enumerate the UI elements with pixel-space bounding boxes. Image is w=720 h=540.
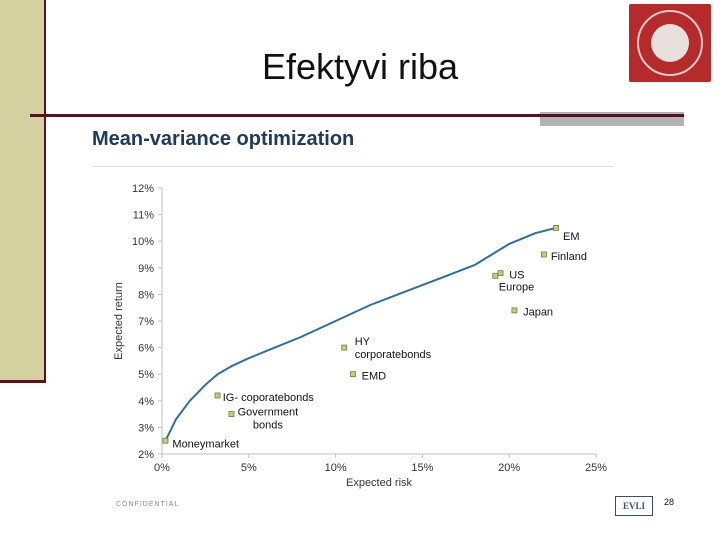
chart-title-divider bbox=[92, 166, 614, 167]
asset-point bbox=[497, 270, 504, 277]
confidential-note: CONFIDENTIAL bbox=[116, 501, 180, 508]
title-underline bbox=[30, 114, 540, 117]
point-label: US bbox=[509, 269, 524, 281]
x-tick-label: 15% bbox=[411, 462, 433, 474]
efficient-frontier-line bbox=[164, 226, 557, 442]
point-label: Japan bbox=[523, 307, 553, 319]
point-label: corporatebonds bbox=[355, 349, 432, 361]
y-tick-label: 11% bbox=[133, 210, 154, 222]
mean-variance-chart: 2% 3% 4% 5% 6% 7% 8% 9% 10% 11% 12% 0% 5% 10% 15% 20% 25… bbox=[113, 183, 607, 489]
asset-point bbox=[228, 411, 235, 418]
point-label: HY bbox=[355, 336, 371, 348]
y-tick-label: 2% bbox=[138, 449, 154, 461]
left-accent-bar bbox=[0, 0, 46, 383]
point-label: IG- coporatebonds bbox=[223, 392, 315, 404]
y-tick-label: 3% bbox=[138, 422, 154, 434]
point-label: EMD bbox=[362, 371, 387, 383]
title-underline-accent bbox=[540, 112, 684, 126]
slide-title: Efektyvi riba bbox=[261, 46, 459, 87]
y-tick-label: 4% bbox=[138, 396, 154, 408]
asset-point bbox=[492, 272, 499, 279]
chart-title: Mean-variance optimization bbox=[92, 128, 355, 150]
y-tick-label: 9% bbox=[138, 263, 154, 275]
asset-point bbox=[350, 371, 356, 378]
x-tick-label: 10% bbox=[325, 462, 347, 474]
y-tick-label: 5% bbox=[138, 369, 154, 381]
point-label: Government bbox=[238, 406, 299, 418]
asset-point bbox=[214, 392, 221, 399]
evli-logo: EVLI bbox=[615, 496, 653, 516]
point-label: EM bbox=[563, 231, 580, 243]
x-tick-label: 5% bbox=[241, 462, 257, 474]
x-tick-label: 25% bbox=[585, 462, 607, 474]
asset-point bbox=[162, 437, 169, 444]
y-tick-label: 6% bbox=[138, 343, 154, 355]
x-tick-label: 0% bbox=[154, 462, 170, 474]
y-tick-label: 8% bbox=[138, 289, 154, 301]
point-label: Europe bbox=[499, 281, 534, 293]
point-label: Moneymarket bbox=[172, 438, 239, 450]
x-axis-title: Expected risk bbox=[346, 477, 413, 489]
x-tick-label: 20% bbox=[498, 462, 520, 474]
y-axis-title: Expected return bbox=[113, 282, 125, 360]
seal-emblem bbox=[651, 24, 689, 62]
page-number: 28 bbox=[664, 497, 675, 507]
y-tick-label: 12% bbox=[132, 183, 154, 195]
y-tick-label: 10% bbox=[132, 236, 154, 248]
point-label: bonds bbox=[253, 419, 283, 431]
asset-point bbox=[541, 251, 547, 258]
asset-point bbox=[341, 344, 348, 351]
y-tick-label: 7% bbox=[138, 316, 154, 328]
asset-point bbox=[511, 307, 518, 314]
university-seal-logo bbox=[629, 4, 711, 82]
seal-ring bbox=[637, 10, 703, 76]
point-label: Finland bbox=[551, 251, 587, 263]
asset-point bbox=[553, 225, 559, 231]
